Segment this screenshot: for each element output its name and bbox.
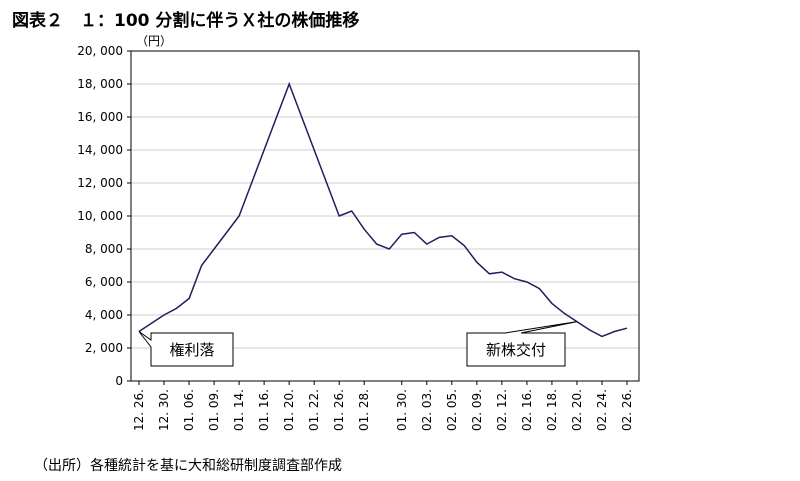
y-tick-label: 4, 000 [85,308,123,322]
x-tick-label: 02. 26. [620,389,634,431]
y-tick-label: 16, 000 [77,110,123,124]
x-tick-label: 02. 09. [470,389,484,431]
chart-title: 図表２ １：100 分割に伴うＸ社の株価推移 [12,11,360,31]
x-tick-label: 12. 26. [132,389,146,431]
y-tick-label: 20, 000 [77,44,123,58]
x-tick-label: 12. 30. [157,389,171,431]
x-tick-label: 02. 05. [445,389,459,431]
y-tick-label: 10, 000 [77,209,123,223]
grid-lines [131,83,639,349]
y-tick-label: 6, 000 [85,275,123,289]
x-tick-label: 01. 28. [357,389,371,431]
x-tick-label: 01. 09. [207,389,221,431]
y-tick-label: 14, 000 [77,143,123,157]
x-tick-label: 02. 24. [595,389,609,431]
y-tick-label: 12, 000 [77,176,123,190]
x-axis-ticks: 12. 26. 12. 30. 01. 06. 01. 09. 01. 14. 01. 1… [132,381,634,431]
y-tick-label: 2, 000 [85,341,123,355]
x-tick-label: 01. 22. [307,389,321,431]
y-axis-ticks: 0 2, 000 4, 000 6, 000 8, 000 10, 000 12, 000 1… [77,44,131,388]
x-tick-label: 02. 18. [545,389,559,431]
y-tick-label: 8, 000 [85,242,123,256]
annotation-callout-ex-rights [138,331,234,367]
y-tick-label: 18, 000 [77,77,123,91]
x-tick-label: 02. 12. [495,389,509,431]
x-tick-label: 02. 16. [520,389,534,431]
line-chart: 0 2, 000 4, 000 6, 000 8, 000 10, 000 12, 000 1… [77,34,640,431]
x-tick-label: 01. 14. [232,389,246,431]
series-line [138,81,628,338]
x-tick-label: 01. 06. [182,389,196,431]
x-tick-label: 02. 20. [570,389,584,431]
x-tick-label: 01. 20. [282,389,296,431]
annotation-label-ex-rights: 権利落 [169,341,214,359]
x-tick-label: 01. 30. [395,389,409,431]
y-axis-unit-label: （円） [136,34,172,48]
annotations: 権利落 新株交付 [138,321,578,367]
y-tick-label: 0 [115,374,123,388]
x-tick-label: 01. 16. [257,389,271,431]
x-tick-label: 02. 03. [420,389,434,431]
annotation-label-new-shares: 新株交付 [486,341,546,359]
source-note: （出所）各種統計を基に大和総研制度調査部作成 [34,458,342,474]
x-tick-label: 01. 26. [332,389,346,431]
annotation-callout-new-shares [466,321,578,367]
